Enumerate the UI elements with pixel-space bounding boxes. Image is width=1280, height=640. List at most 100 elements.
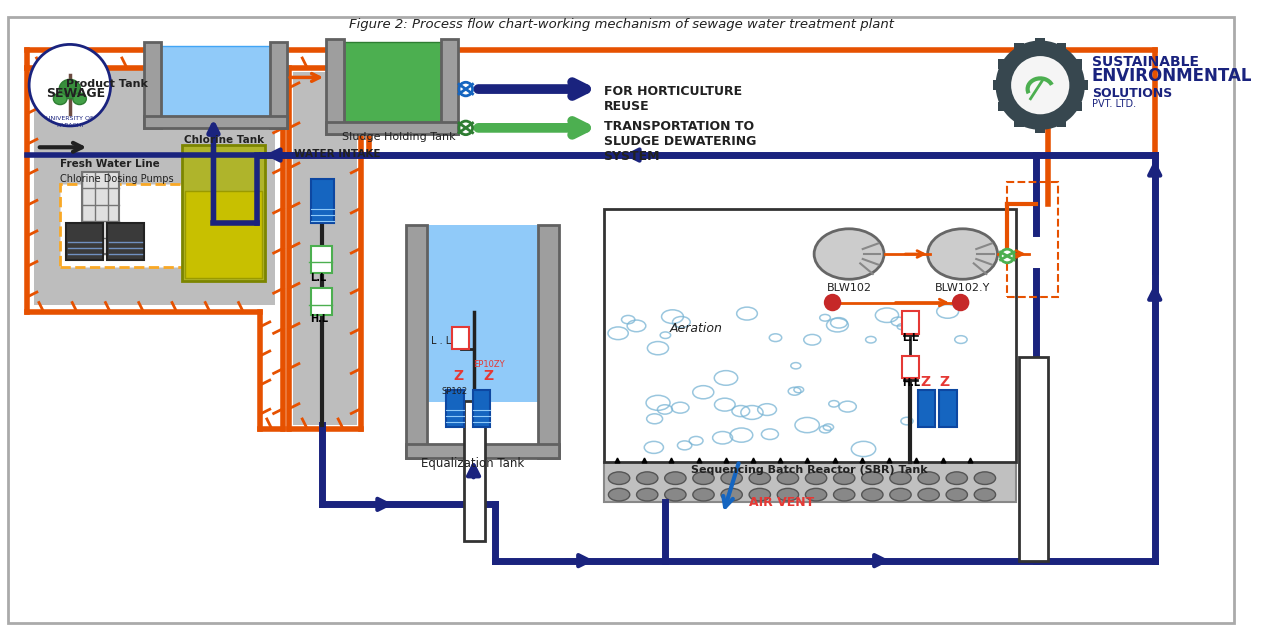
FancyBboxPatch shape [293,72,357,425]
FancyBboxPatch shape [326,122,458,134]
FancyBboxPatch shape [902,356,919,378]
FancyBboxPatch shape [940,390,956,427]
Text: SUSTAINABLE: SUSTAINABLE [1092,55,1198,68]
FancyBboxPatch shape [143,116,287,128]
Text: UNIVERSITY OF: UNIVERSITY OF [46,116,93,121]
Text: PVT. LTD.: PVT. LTD. [1092,99,1135,109]
FancyBboxPatch shape [406,444,559,458]
FancyBboxPatch shape [143,42,161,128]
Ellipse shape [608,472,630,484]
Ellipse shape [833,488,855,501]
Ellipse shape [777,472,799,484]
Ellipse shape [861,488,883,501]
Ellipse shape [861,472,883,484]
Ellipse shape [974,472,996,484]
Text: AIR VENT: AIR VENT [749,496,814,509]
Text: L.L: L.L [902,333,919,343]
FancyBboxPatch shape [452,327,468,349]
Ellipse shape [636,488,658,501]
Text: Z: Z [940,375,950,389]
Text: Z: Z [484,369,493,383]
FancyBboxPatch shape [902,311,919,333]
Ellipse shape [946,472,968,484]
Circle shape [824,294,841,311]
Circle shape [29,44,110,126]
FancyBboxPatch shape [186,191,262,278]
FancyBboxPatch shape [35,68,275,305]
FancyBboxPatch shape [270,42,287,128]
FancyBboxPatch shape [604,209,1016,461]
Circle shape [996,40,1085,130]
Ellipse shape [918,472,940,484]
FancyBboxPatch shape [406,225,428,458]
Text: Sequencing Batch Reactor (SBR) Tank: Sequencing Batch Reactor (SBR) Tank [691,465,928,476]
Text: H.L: H.L [311,314,329,324]
FancyBboxPatch shape [1019,357,1048,561]
FancyBboxPatch shape [1078,81,1088,90]
FancyBboxPatch shape [998,102,1009,111]
FancyBboxPatch shape [605,293,1014,460]
Text: FOR HORTICULTURE
REUSE: FOR HORTICULTURE REUSE [604,84,741,113]
Ellipse shape [608,488,630,501]
FancyBboxPatch shape [1014,44,1024,53]
Ellipse shape [692,472,714,484]
Text: BLW102.Y: BLW102.Y [934,283,991,293]
Ellipse shape [664,488,686,501]
Ellipse shape [749,488,771,501]
Text: SEWAGE: SEWAGE [46,87,106,100]
Ellipse shape [59,79,81,99]
Circle shape [1011,56,1069,115]
FancyBboxPatch shape [1073,102,1082,111]
FancyBboxPatch shape [993,81,1002,90]
Ellipse shape [664,472,686,484]
Text: SOLUTIONS: SOLUTIONS [1092,87,1172,100]
Text: Z: Z [920,375,931,389]
Text: BLW102: BLW102 [827,283,872,293]
FancyBboxPatch shape [998,59,1009,68]
FancyBboxPatch shape [440,38,458,134]
Text: WATER INTAKE: WATER INTAKE [294,149,380,159]
FancyBboxPatch shape [1036,123,1044,132]
Text: Equalization Tank: Equalization Tank [421,458,525,470]
FancyBboxPatch shape [447,390,463,427]
Text: EP10ZY: EP10ZY [474,360,506,369]
FancyBboxPatch shape [1057,44,1066,53]
FancyBboxPatch shape [326,38,343,134]
Text: ENVIRONMENTAL: ENVIRONMENTAL [1092,67,1252,85]
FancyBboxPatch shape [343,42,440,122]
Ellipse shape [73,93,86,104]
Text: H.L: H.L [902,378,920,388]
Text: Chlorine Tank: Chlorine Tank [184,136,265,145]
Text: Sludge Holding Tank: Sludge Holding Tank [342,132,456,143]
Ellipse shape [946,488,968,501]
Ellipse shape [928,228,997,279]
Ellipse shape [974,488,996,501]
Text: L . L: L . L [431,336,451,346]
Ellipse shape [890,488,911,501]
FancyBboxPatch shape [311,179,334,223]
Text: Aeration: Aeration [669,322,722,335]
FancyBboxPatch shape [311,288,332,315]
Circle shape [1001,249,1014,263]
Circle shape [460,83,472,96]
FancyBboxPatch shape [538,225,559,458]
Ellipse shape [749,472,771,484]
Text: Z: Z [453,369,463,383]
FancyBboxPatch shape [106,223,143,260]
Ellipse shape [692,488,714,501]
FancyBboxPatch shape [1014,117,1024,127]
Text: Product Tank: Product Tank [67,79,148,89]
Ellipse shape [805,472,827,484]
Ellipse shape [54,93,67,104]
FancyBboxPatch shape [1057,117,1066,127]
Circle shape [460,121,472,134]
Ellipse shape [833,472,855,484]
FancyBboxPatch shape [8,17,1234,623]
Ellipse shape [890,472,911,484]
FancyBboxPatch shape [311,246,332,273]
FancyBboxPatch shape [604,461,1016,502]
Text: Fresh Water Line: Fresh Water Line [60,159,160,169]
Ellipse shape [777,488,799,501]
Circle shape [952,294,969,311]
FancyBboxPatch shape [472,390,490,427]
